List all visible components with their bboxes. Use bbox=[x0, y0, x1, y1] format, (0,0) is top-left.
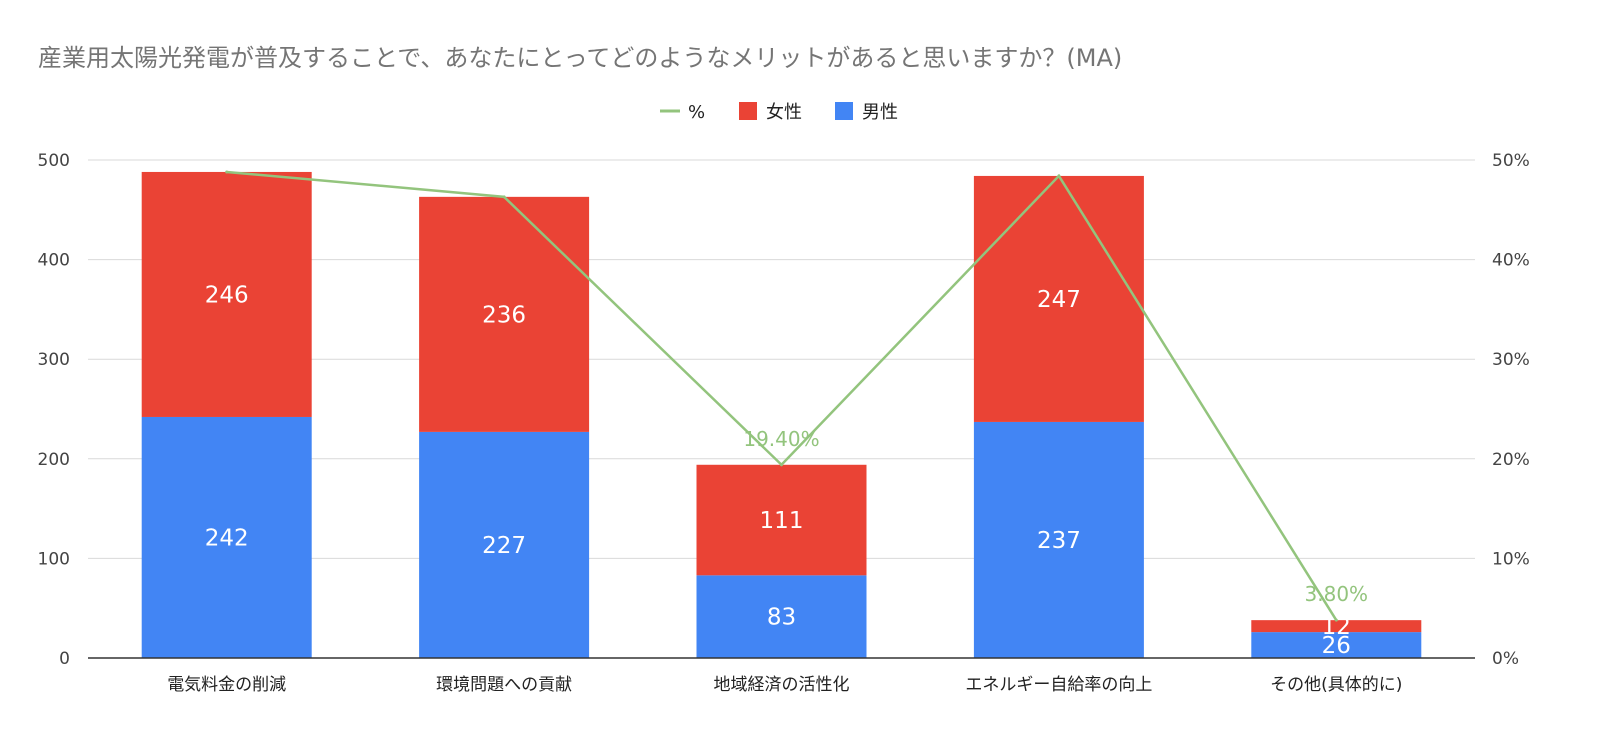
y-left-tick-label: 400 bbox=[38, 251, 70, 271]
legend-label: 男性 bbox=[862, 102, 898, 123]
x-category-label: 環境問題への貢献 bbox=[436, 675, 572, 695]
legend-label: % bbox=[688, 102, 705, 123]
bar-value-label: 236 bbox=[482, 302, 526, 328]
y-left-tick-label: 0 bbox=[59, 649, 70, 669]
line-point-label: 3.80% bbox=[1305, 582, 1369, 606]
bar-segment bbox=[973, 421, 1144, 658]
x-category-label: その他(具体的に) bbox=[1270, 675, 1402, 695]
y-left-tick-label: 300 bbox=[38, 350, 70, 370]
x-category-label: 電気料金の削減 bbox=[167, 675, 286, 695]
bar-value-label: 242 bbox=[205, 525, 249, 551]
line-point bbox=[502, 195, 506, 199]
bar-value-label: 237 bbox=[1037, 528, 1081, 554]
bar-value-label: 246 bbox=[205, 282, 249, 308]
x-category-label: 地域経済の活性化 bbox=[714, 675, 850, 695]
y-right-tick-label: 20% bbox=[1492, 450, 1530, 470]
bar-segment bbox=[141, 416, 312, 658]
legend-label: 女性 bbox=[766, 102, 802, 123]
bar-value-label: 111 bbox=[760, 508, 804, 534]
bar-value-label: 26 bbox=[1322, 633, 1351, 659]
y-right-tick-label: 40% bbox=[1492, 251, 1530, 271]
bar-segment bbox=[696, 464, 867, 576]
y-left-tick-label: 500 bbox=[38, 151, 70, 171]
y-left-tick-label: 100 bbox=[38, 549, 70, 569]
y-right-tick-label: 50% bbox=[1492, 151, 1530, 171]
line-point-label: 19.40% bbox=[743, 427, 819, 451]
bar-value-label: 227 bbox=[482, 533, 526, 559]
y-right-tick-label: 30% bbox=[1492, 350, 1530, 370]
bar-value-label: 83 bbox=[767, 605, 796, 631]
y-right-tick-label: 0% bbox=[1492, 649, 1519, 669]
bar-segment bbox=[419, 431, 590, 658]
x-category-label: エネルギー自給率の向上 bbox=[965, 675, 1152, 695]
legend-swatch bbox=[739, 102, 757, 120]
bar-value-label: 247 bbox=[1037, 287, 1081, 313]
chart-title: 産業用太陽光発電が普及することで、あなたにとってどのようなメリットがあると思いま… bbox=[38, 44, 1123, 72]
line-point bbox=[1057, 174, 1061, 178]
bar-segment bbox=[141, 171, 312, 417]
legend-swatch bbox=[835, 102, 853, 120]
line-point bbox=[225, 170, 229, 174]
bar-segment bbox=[419, 196, 590, 432]
bar-segment bbox=[696, 575, 867, 658]
bar-segment bbox=[1251, 620, 1422, 633]
line-point bbox=[780, 463, 783, 467]
bar-segment bbox=[1251, 632, 1422, 658]
y-left-tick-label: 200 bbox=[38, 450, 70, 470]
y-right-tick-label: 10% bbox=[1492, 549, 1530, 569]
line-point bbox=[1334, 618, 1338, 622]
bar-segment bbox=[973, 175, 1144, 422]
